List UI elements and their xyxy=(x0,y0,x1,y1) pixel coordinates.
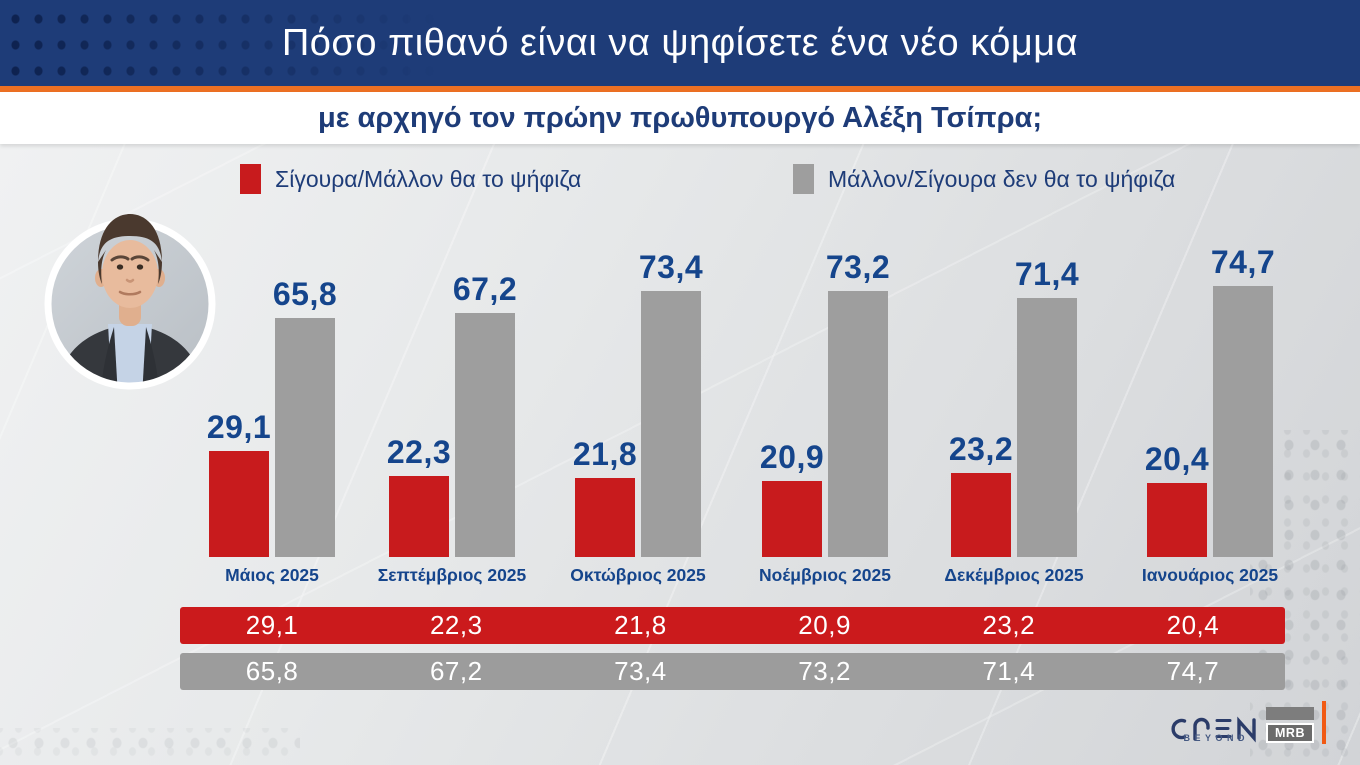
legend-label: Μάλλον/Σίγουρα δεν θα το ψήφιζα xyxy=(828,165,1176,192)
value-label-red-1: 22,3 xyxy=(386,434,452,471)
category-label-5: Ιανουάριος 2025 xyxy=(1141,565,1279,585)
band-gray-value-0: 65,8 xyxy=(245,656,299,686)
value-label-gray-2: 73,4 xyxy=(638,248,704,285)
mrb-logo-text: MRB xyxy=(1266,723,1314,743)
category-label-2: Οκτώβριος 2025 xyxy=(570,565,706,585)
bar-gray-4 xyxy=(1017,297,1077,557)
accent-strip xyxy=(0,86,1360,92)
value-label-red-4: 23,2 xyxy=(948,430,1014,467)
bar-red-2 xyxy=(575,477,635,557)
summary-band-gray: 65,8 67,2 73,4 73,2 71,4 74,7 xyxy=(180,653,1285,690)
summary-band-red: 29,1 22,3 21,8 20,9 23,2 20,4 xyxy=(180,607,1285,644)
bar-gray-3 xyxy=(828,291,888,557)
category-label-4: Δεκέμβριος 2025 xyxy=(944,565,1084,585)
value-label-gray-3: 73,2 xyxy=(825,249,891,286)
portrait-illustration xyxy=(44,214,216,390)
legend-item-no: Μάλλον/Σίγουρα δεν θα το ψήφιζα xyxy=(793,163,1175,195)
value-label-red-2: 21,8 xyxy=(572,435,638,472)
open-tv-logo xyxy=(1171,716,1256,743)
value-label-red-5: 20,4 xyxy=(1144,440,1210,477)
page-subtitle: με αρχηγό τον πρώην πρωθυπουργό Αλέξη Τσ… xyxy=(317,101,1043,134)
band-red-value-2: 21,8 xyxy=(614,610,667,640)
band-gray-value-2: 73,4 xyxy=(614,656,667,686)
band-red-value-3: 20,9 xyxy=(798,610,851,640)
bar-gray-0 xyxy=(275,318,335,557)
legend-swatch-gray xyxy=(793,164,814,194)
header-bar: Πόσο πιθανό είναι να ψηφίσετε ένα νέο κό… xyxy=(0,0,1360,86)
bar-gray-1 xyxy=(455,313,515,557)
value-label-red-0: 29,1 xyxy=(206,409,272,446)
band-gray-value-3: 73,2 xyxy=(798,656,851,686)
politician-photo xyxy=(40,192,220,397)
band-red-value-0: 29,1 xyxy=(245,610,299,640)
band-gray-value-1: 67,2 xyxy=(429,656,483,686)
bar-red-1 xyxy=(389,476,449,557)
orange-divider-line xyxy=(1322,701,1326,744)
bar-gray-2 xyxy=(641,290,701,557)
bar-red-3 xyxy=(762,481,822,557)
page-title: Πόσο πιθανό είναι να ψηφίσετε ένα νέο κό… xyxy=(281,21,1079,64)
bar-red-0 xyxy=(209,451,269,557)
value-label-gray-5: 74,7 xyxy=(1210,243,1276,280)
value-label-gray-1: 67,2 xyxy=(452,271,518,308)
band-red-value-1: 22,3 xyxy=(429,610,483,640)
mrb-logo: MRB xyxy=(1266,707,1314,743)
header-dot-texture xyxy=(0,0,520,86)
open-logo-tagline: BEYOND xyxy=(1183,733,1249,743)
value-label-gray-0: 65,8 xyxy=(272,276,338,313)
category-label-0: Μάιος 2025 xyxy=(225,565,319,585)
subtitle-band: με αρχηγό τον πρώην πρωθυπουργό Αλέξη Τσ… xyxy=(0,92,1360,144)
bar-red-4 xyxy=(951,472,1011,557)
category-label-3: Νοέμβριος 2025 xyxy=(759,565,891,585)
bar-red-5 xyxy=(1147,482,1207,557)
band-gray-value-4: 71,4 xyxy=(982,656,1036,686)
category-label-1: Σεπτέμβριος 2025 xyxy=(377,565,527,585)
bar-gray-5 xyxy=(1213,285,1273,557)
band-gray-value-5: 74,7 xyxy=(1166,656,1220,686)
band-red-value-5: 20,4 xyxy=(1166,610,1220,640)
mrb-logo-top-bar xyxy=(1266,707,1314,720)
legend-swatch-red xyxy=(240,164,261,194)
value-label-red-3: 20,9 xyxy=(759,439,825,476)
legend-label: Σίγουρα/Μάλλον θα το ψήφιζα xyxy=(275,165,582,192)
value-label-gray-4: 71,4 xyxy=(1014,255,1080,292)
band-red-value-4: 23,2 xyxy=(982,610,1036,640)
legend-item-yes: Σίγουρα/Μάλλον θα το ψήφιζα xyxy=(240,163,581,195)
